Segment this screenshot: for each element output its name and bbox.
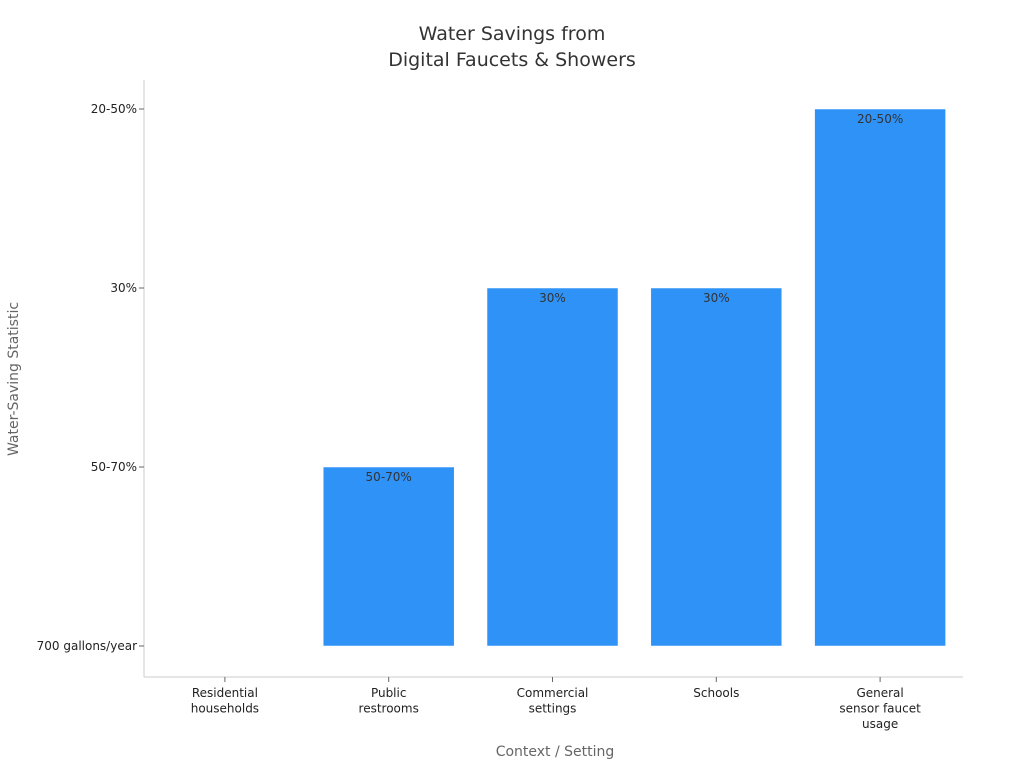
data-label: 50-70% [366, 470, 412, 484]
y-tick-label: 50-70% [91, 460, 137, 474]
data-label: 30% [539, 291, 566, 305]
x-tick-label: Commercial settings [517, 686, 589, 716]
y-tick-label: 30% [110, 281, 137, 295]
bars [322, 108, 946, 647]
x-tick-label: General sensor faucet usage [839, 686, 921, 731]
bar [322, 466, 455, 647]
x-axis-ticks: Residential households Public restrooms Comm… [191, 677, 921, 731]
x-tick-label: Residential households [191, 686, 259, 716]
y-tick-label: 20-50% [91, 102, 137, 116]
x-axis-title: Context / Setting [496, 744, 615, 760]
y-axis-title: Water-Saving Statistic [6, 302, 22, 456]
chart-title-line-2: Digital Faucets & Showers [388, 49, 636, 71]
x-tick-label: Schools [693, 686, 739, 700]
bar [650, 287, 783, 647]
data-label: 20-50% [857, 112, 903, 126]
y-axis-ticks: 700 gallons/year 50-70% 30% 20-50% [37, 102, 144, 653]
chart-title-line-1: Water Savings from [419, 23, 606, 45]
bar [814, 108, 946, 647]
data-labels: 50-70% 30% 30% 20-50% [366, 112, 904, 484]
y-tick-label: 700 gallons/year [37, 639, 137, 653]
data-label: 30% [703, 291, 730, 305]
chart-title: Water Savings from Digital Faucets & Sho… [388, 23, 636, 71]
x-tick-label: Public restrooms [359, 686, 419, 716]
bar [486, 287, 619, 647]
